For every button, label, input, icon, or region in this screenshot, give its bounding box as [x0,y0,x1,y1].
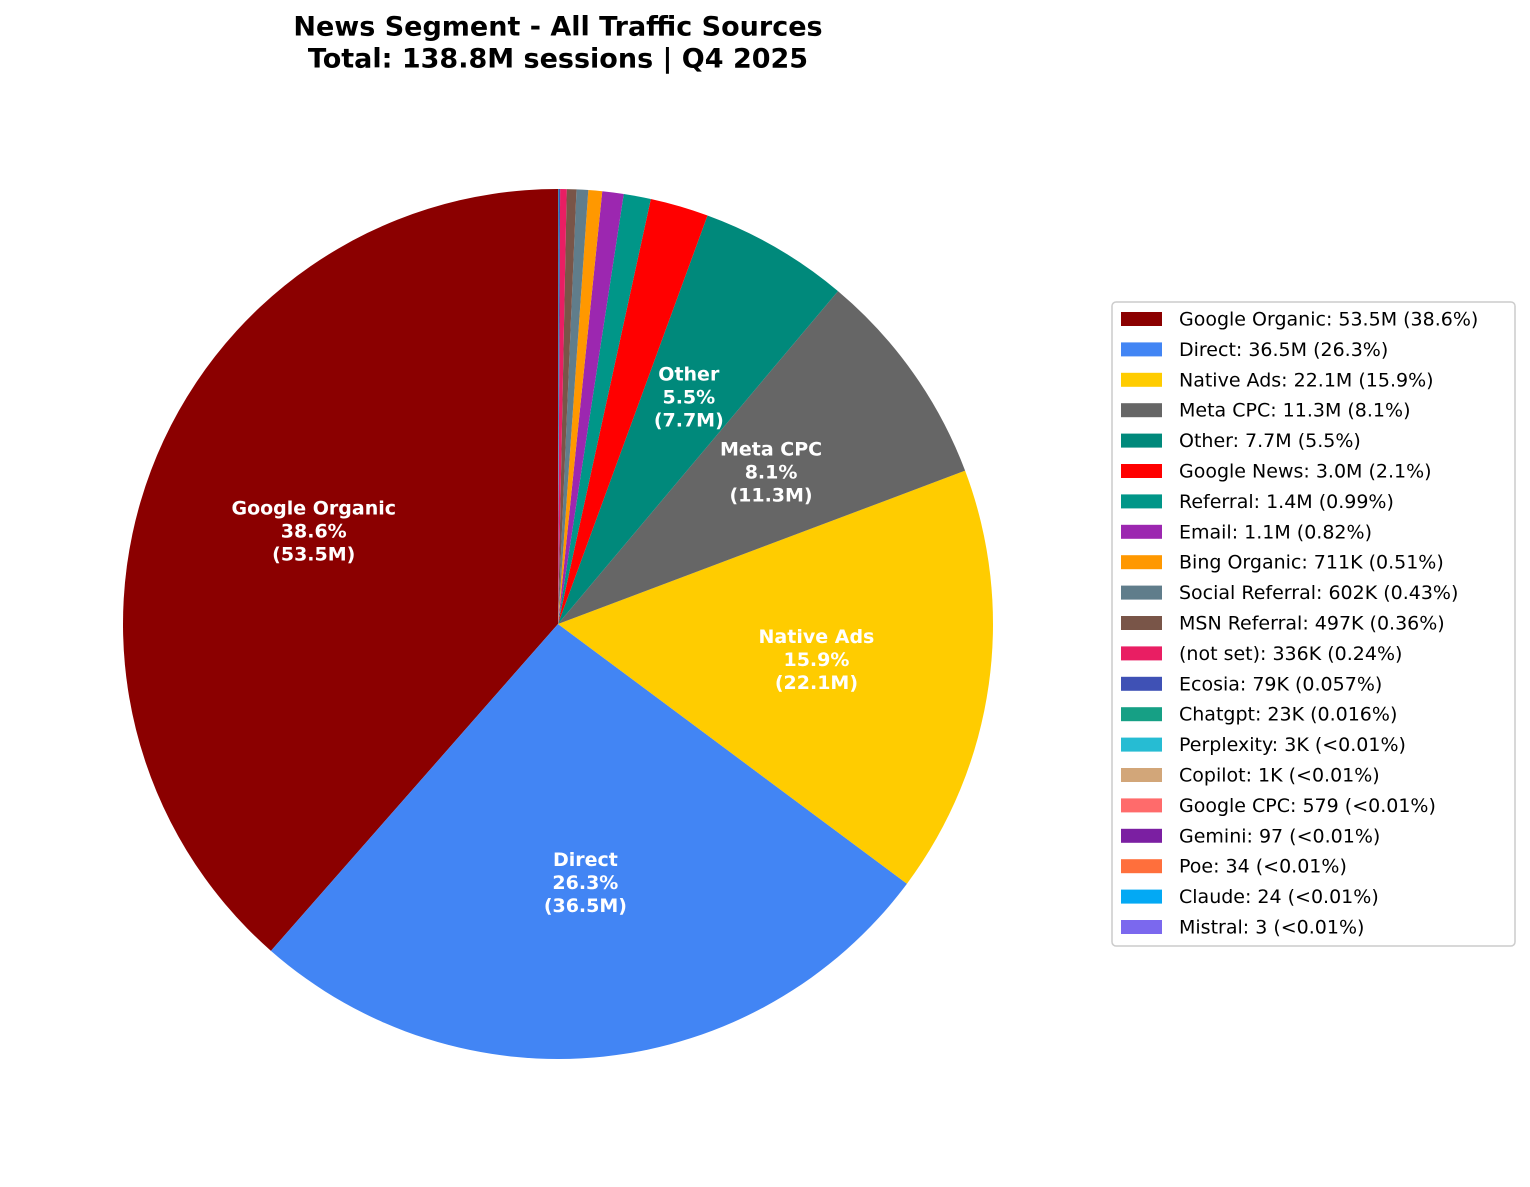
legend-swatch [1121,616,1162,630]
slice-label: 38.6% [281,520,347,542]
legend-label: Referral: 1.4M (0.99%) [1179,491,1394,513]
legend-swatch [1121,464,1162,478]
legend-label: Google CPC: 579 (<0.01%) [1179,795,1436,817]
slice-label: 5.5% [662,387,715,409]
legend-label: Ecosia: 79K (0.057%) [1179,673,1382,695]
slice-label: 26.3% [552,872,618,894]
legend-swatch [1121,829,1162,843]
legend-label: Email: 1.1M (0.82%) [1179,521,1372,543]
slice-label: Meta CPC [720,439,822,461]
legend-label: Claude: 24 (<0.01%) [1179,886,1379,908]
legend-label: Copilot: 1K (<0.01%) [1179,765,1380,787]
slice-label: (7.7M) [654,410,724,432]
legend-label: Gemini: 97 (<0.01%) [1179,825,1380,847]
slice-label: (53.5M) [272,543,355,565]
legend-swatch [1121,768,1162,782]
legend-label: Meta CPC: 11.3M (8.1%) [1179,400,1410,422]
legend-label: Perplexity: 3K (<0.01%) [1179,734,1406,756]
legend-label: (not set): 336K (0.24%) [1179,643,1402,665]
legend-swatch [1121,342,1162,356]
legend-label: Direct: 36.5M (26.3%) [1179,339,1388,361]
legend-swatch [1121,586,1162,600]
slice-label: 15.9% [783,649,849,671]
chart-title: News Segment - All Traffic Sources [293,12,822,43]
slice-label: Other [658,364,720,386]
slice-label: (22.1M) [775,672,858,694]
slice-label: 8.1% [745,462,798,484]
legend-swatch [1121,403,1162,417]
legend-label: Google News: 3.0M (2.1%) [1179,461,1432,483]
legend-swatch [1121,920,1162,934]
legend-label: Google Organic: 53.5M (38.6%) [1179,309,1478,331]
legend-swatch [1121,373,1162,387]
slice-label: Native Ads [759,626,875,648]
legend-label: Other: 7.7M (5.5%) [1179,430,1361,452]
legend-swatch [1121,707,1162,721]
legend-swatch [1121,798,1162,812]
slice-label: Google Organic [231,497,396,519]
legend-swatch [1121,859,1162,873]
legend-swatch [1121,646,1162,660]
slice-label: (36.5M) [544,895,627,917]
legend-label: Mistral: 3 (<0.01%) [1179,917,1364,939]
legend-label: Native Ads: 22.1M (15.9%) [1179,369,1434,391]
legend-swatch [1121,890,1162,904]
legend-swatch [1121,494,1162,508]
legend-label: Chatgpt: 23K (0.016%) [1179,704,1397,726]
legend-swatch [1121,555,1162,569]
legend-label: Social Referral: 602K (0.43%) [1179,582,1458,604]
legend-swatch [1121,312,1162,326]
legend-swatch [1121,525,1162,539]
slice-label: (11.3M) [729,485,812,507]
legend-label: Bing Organic: 711K (0.51%) [1179,552,1444,574]
legend-label: Poe: 34 (<0.01%) [1179,856,1347,878]
slice-label: Direct [553,849,618,871]
legend-label: MSN Referral: 497K (0.36%) [1179,613,1445,635]
legend-swatch [1121,434,1162,448]
legend-swatch [1121,677,1162,691]
legend-swatch [1121,738,1162,752]
chart-subtitle: Total: 138.8M sessions | Q4 2025 [308,44,808,75]
